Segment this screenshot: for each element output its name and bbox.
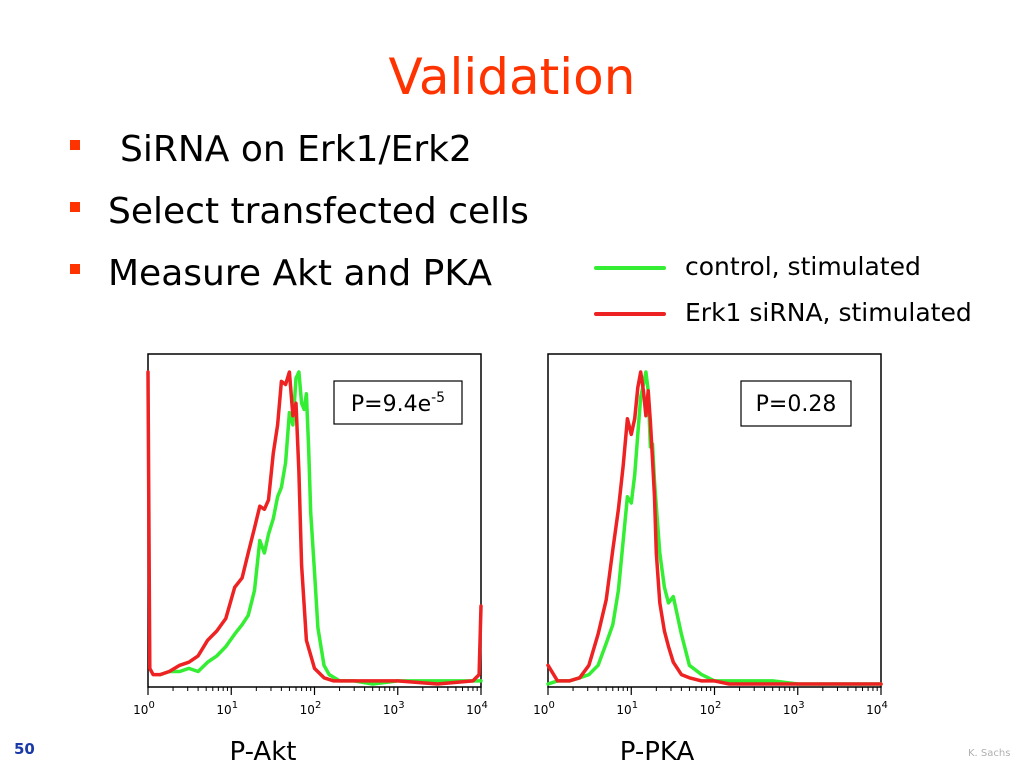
p-value-text: P=9.4e-5 [351,390,445,417]
x-tick-label: 101 [616,700,638,717]
legend-swatch-erk1 [594,312,666,316]
x-axis-label: P-Akt [230,737,297,767]
slide-title: Validation [388,48,636,106]
x-axis-label: P-PKA [620,737,695,767]
x-tick-label: 103 [383,700,405,717]
series-line-erk1 [146,370,483,686]
x-tick-label: 102 [700,700,722,717]
legend-label-erk1: Erk1 siRNA, stimulated [685,298,972,327]
series-line-erk1 [546,370,883,686]
series-line-control [158,370,483,686]
p-value-box [740,380,852,427]
slide-number: 50 [14,740,35,758]
x-tick-label: 104 [466,700,488,717]
x-tick-label: 103 [783,700,805,717]
bullet-text: Measure Akt and PKA [108,253,492,294]
bullet-text: SiRNA on Erk1/Erk2 [120,129,472,170]
square-bullet-icon [70,202,80,212]
p-value-text: P=0.28 [756,392,837,417]
x-tick-label: 104 [866,700,888,717]
x-tick-label: 100 [533,700,555,717]
square-bullet-icon [70,140,80,150]
x-tick-label: 100 [133,700,155,717]
bullet-text: Select transfected cells [108,191,529,232]
author-credit: K. Sachs [968,748,1011,759]
x-tick-label: 101 [216,700,238,717]
square-bullet-icon [70,264,80,274]
x-tick-label: 102 [300,700,322,717]
p-value-box [333,380,463,425]
legend-swatch-control [594,266,666,270]
legend-label-control: control, stimulated [685,252,921,281]
